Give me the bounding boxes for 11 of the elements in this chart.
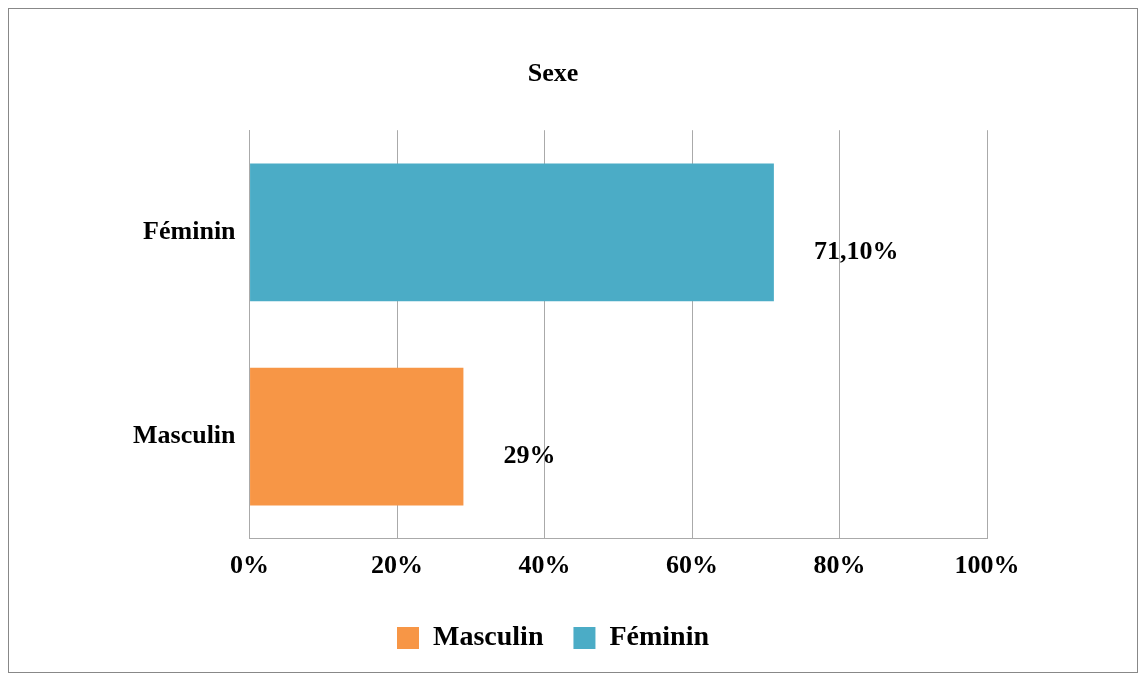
x-tick-label: 20% (371, 550, 424, 580)
data-label: 71,10% (813, 236, 899, 266)
x-tick-label: 40% (518, 550, 571, 580)
data-label: 29% (503, 440, 556, 470)
x-tick-label: 60% (666, 550, 719, 580)
legend-label: Féminin (609, 620, 710, 652)
chart-title: Sexe (527, 58, 579, 88)
x-tick-label: 0% (230, 550, 270, 580)
x-tick-label: 80% (813, 550, 866, 580)
legend-label: Masculin (432, 620, 544, 652)
x-tick-label: 100% (954, 550, 1020, 580)
